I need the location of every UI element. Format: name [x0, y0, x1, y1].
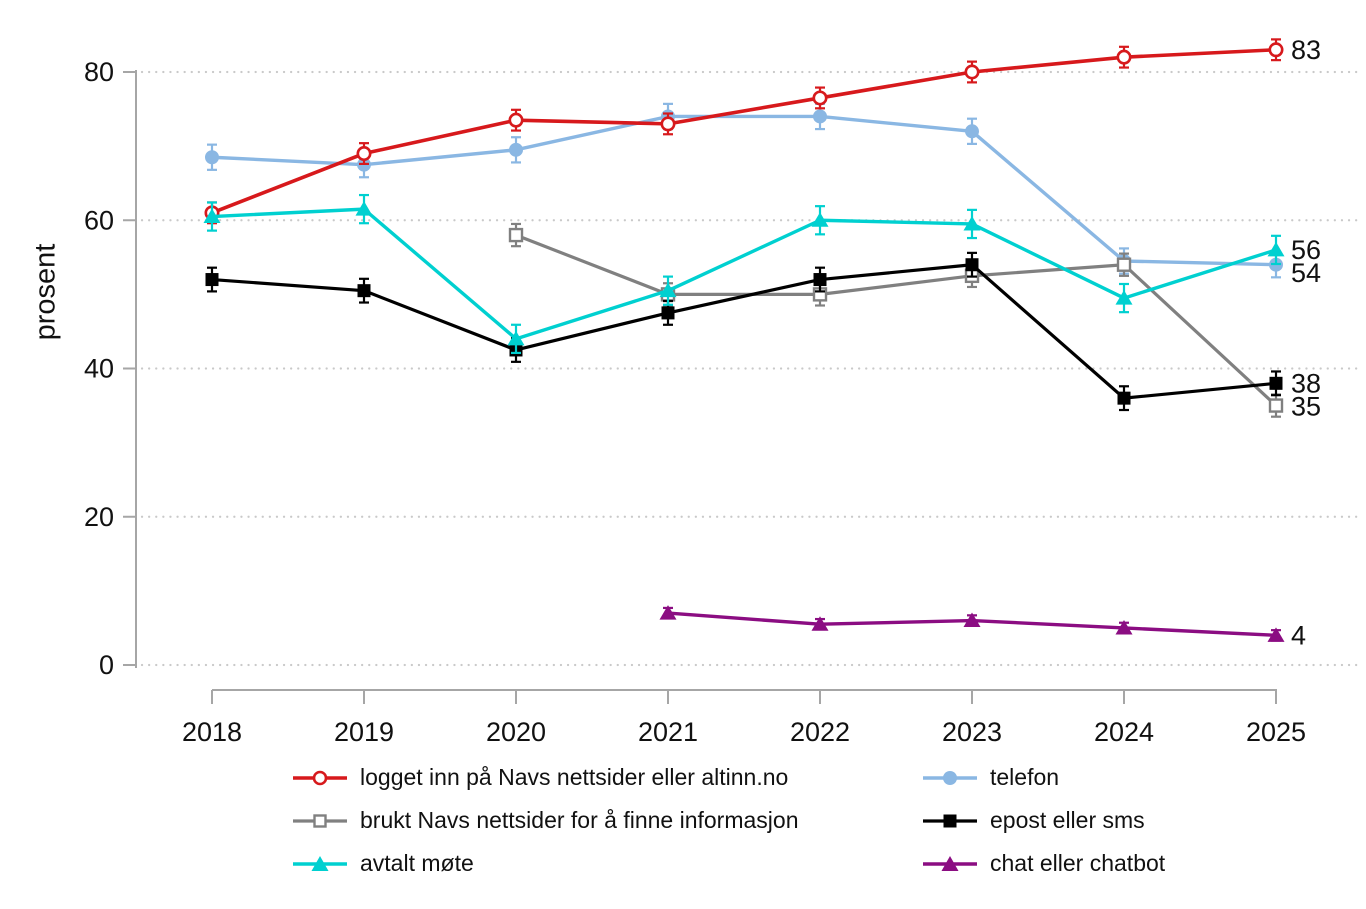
y-tick-label: 60 — [84, 205, 114, 235]
series-avtalt-m-te — [203, 193, 1285, 355]
end-value-label: 35 — [1291, 391, 1321, 421]
purple-triangle-legend-icon — [923, 855, 977, 871]
x-tick-label: 2023 — [942, 717, 1002, 747]
y-axis: 0 20 40 60 80 — [84, 57, 137, 680]
legend-item-logget-inn: logget inn på Navs nettsider eller altin… — [292, 756, 798, 799]
end-value-label: 54 — [1291, 258, 1321, 288]
legend-label: brukt Navs nettsider for å finne informa… — [360, 807, 799, 833]
gray-open-square-legend-icon — [293, 813, 347, 828]
series-brukt-navs-nettsider-for-finne-informasjon — [508, 222, 1284, 418]
y-axis-title: prosent — [29, 243, 62, 341]
legend-column-1: logget inn på Navs nettsider eller altin… — [292, 756, 798, 885]
legend-item-telefon: telefon — [922, 756, 1165, 799]
gridlines — [140, 70, 1359, 667]
legend-item-chat-chatbot: chat eller chatbot — [922, 842, 1165, 885]
end-value-label: 83 — [1291, 35, 1321, 65]
x-tick-label: 2024 — [1094, 717, 1154, 747]
x-tick-label: 2018 — [182, 717, 242, 747]
end-value-label: 4 — [1291, 620, 1306, 650]
legend-label: avtalt møte — [360, 850, 474, 876]
x-tick-label: 2022 — [790, 717, 850, 747]
x-tick-label: 2020 — [486, 717, 546, 747]
x-tick-label: 2025 — [1246, 717, 1306, 747]
legend-item-avtalt-mote: avtalt møte — [292, 842, 798, 885]
legend: logget inn på Navs nettsider eller altin… — [0, 756, 1366, 896]
blue-circle-legend-icon — [923, 770, 977, 785]
legend-column-2: telefon epost eller sms chat eller chatb… — [922, 756, 1165, 885]
series-epost-eller-sms — [205, 251, 1283, 412]
legend-item-brukt-nettsider: brukt Navs nettsider for å finne informa… — [292, 799, 798, 842]
legend-label: telefon — [990, 764, 1060, 790]
black-square-legend-icon — [923, 814, 977, 827]
legend-label: epost eller sms — [990, 807, 1145, 833]
x-tick-label: 2019 — [334, 717, 394, 747]
cyan-triangle-legend-icon — [293, 855, 347, 871]
y-tick-label: 0 — [99, 650, 114, 680]
red-open-circle-legend-icon — [293, 770, 347, 785]
series-chat-eller-chatbot — [659, 605, 1285, 642]
series-logget-inn-p-navs-nettsider-eller-altinn-no — [204, 38, 1284, 225]
legend-label: chat eller chatbot — [990, 850, 1166, 876]
legend-item-epost-sms: epost eller sms — [922, 799, 1165, 842]
end-value-label: 56 — [1291, 235, 1321, 265]
end-value-label: 38 — [1291, 368, 1321, 398]
y-tick-label: 20 — [84, 502, 114, 532]
y-tick-label: 40 — [84, 354, 114, 384]
series-telefon — [205, 102, 1283, 279]
legend-label: logget inn på Navs nettsider eller altin… — [360, 764, 789, 790]
x-axis: 2018 2019 2020 2021 2022 2023 2024 2025 — [182, 689, 1306, 747]
x-tick-label: 2021 — [638, 717, 698, 747]
y-tick-label: 80 — [84, 57, 114, 87]
